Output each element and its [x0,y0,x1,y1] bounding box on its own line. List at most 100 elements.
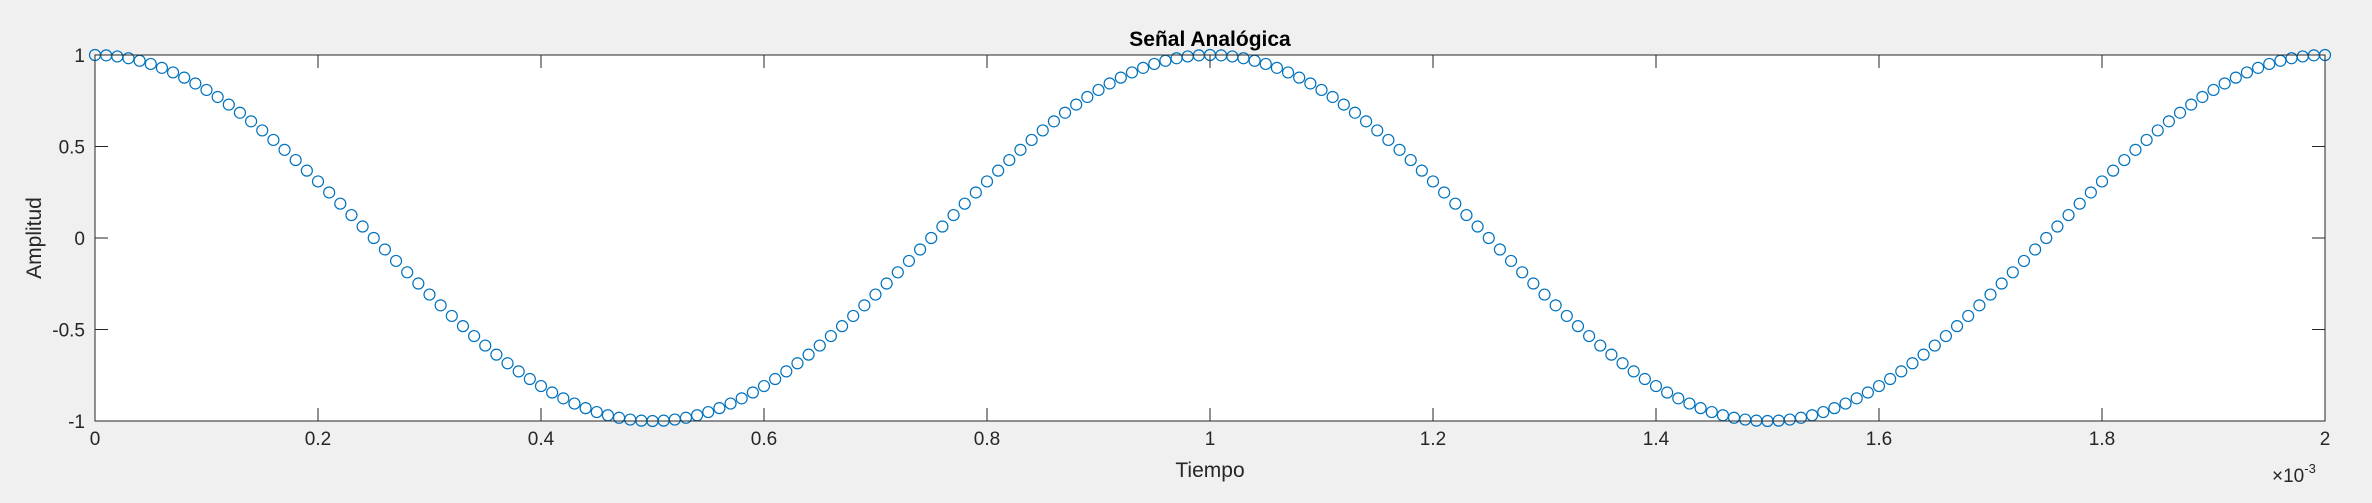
x-tick-label: 1.6 [1866,429,1892,450]
data-point [1081,90,1094,104]
data-point [1393,143,1406,156]
data-point [1694,402,1707,415]
data-point [947,208,960,222]
data-point [479,339,492,352]
data-point [267,133,280,147]
data-point [2162,115,2175,128]
data-point [1326,90,1339,104]
data-point [1103,77,1116,90]
data-point [936,220,949,233]
data-point [869,288,882,301]
data-point [1415,164,1428,177]
data-point [1984,288,1997,301]
x-axis-exponent-power: -3 [2304,461,2316,476]
data-point [2252,61,2265,74]
data-point [256,124,269,137]
data-point [2095,175,2109,188]
data-point [289,153,302,167]
data-point [2263,57,2276,71]
data-point [2017,254,2031,268]
y-tick-label: 0.5 [59,138,85,159]
data-point [679,411,693,424]
data-point [1861,386,1874,399]
data-point [546,386,559,399]
data-point [512,365,525,378]
data-markers [88,48,2332,428]
data-point [1828,402,1841,415]
data-point [557,392,570,405]
data-point [1672,392,1685,405]
data-point [1036,124,1049,137]
data-point [835,320,849,333]
x-tick-label: 1 [1205,429,1216,450]
data-point [1148,57,1161,71]
data-point [367,231,380,245]
data-point [1449,197,1462,210]
y-tick-label: -1 [68,412,85,433]
y-axis-label: Amplitud [23,197,46,279]
data-point [880,277,893,290]
data-point [1995,277,2008,290]
data-point [468,329,481,343]
data-point [211,90,224,104]
data-point [1649,379,1663,393]
data-point [2040,231,2053,245]
data-point [1605,348,1618,361]
x-tick-label: 0.2 [305,429,331,450]
data-point [1058,106,1072,119]
data-point [222,98,235,111]
data-point [1382,133,1395,147]
data-point [378,243,391,256]
data-point [713,402,726,415]
data-point [401,266,414,279]
data-point [902,254,916,268]
data-point [323,186,336,199]
data-point [233,106,247,119]
data-point [523,372,536,386]
data-point [1839,397,1852,410]
data-point [166,66,180,79]
data-point [1025,133,1038,147]
data-point [1538,288,1551,301]
chart-title: Señal Analógica [1129,28,1291,51]
data-point [2051,220,2064,233]
data-point [1092,83,1105,97]
data-point [1493,243,1507,256]
data-point [1293,71,1306,84]
data-point [1594,339,1607,352]
data-point [780,365,793,378]
data-point [1527,277,1540,290]
y-tick-label: 0 [74,229,85,250]
x-axis-exponent-base: ×10 [2272,466,2304,487]
data-point [1315,83,1328,97]
data-point [925,231,938,245]
x-tick-label: 0.8 [974,429,1000,450]
data-point [1917,348,1930,361]
data-point [345,208,358,222]
data-point [858,299,871,312]
data-point [746,386,759,399]
data-point [1616,357,1629,370]
data-point [1661,386,1674,399]
data-point [1817,405,1830,419]
data-point [2218,77,2231,90]
data-point [1906,357,1919,370]
x-tick-label: 1.2 [1420,429,1446,450]
data-point [1337,98,1350,111]
x-axis-exponent: ×10-3 [2272,461,2316,487]
data-point [1872,379,1886,393]
data-point [992,164,1005,177]
data-point [1359,115,1373,128]
data-point [501,357,514,370]
data-point [1482,231,1495,245]
x-tick-label: 1.8 [2089,429,2115,450]
data-point [702,405,715,419]
data-point [1471,220,1484,233]
data-point [1014,143,1027,156]
data-point [311,175,325,188]
data-point [200,83,213,97]
x-tick-label: 0.6 [751,429,777,450]
data-point [2173,106,2187,119]
